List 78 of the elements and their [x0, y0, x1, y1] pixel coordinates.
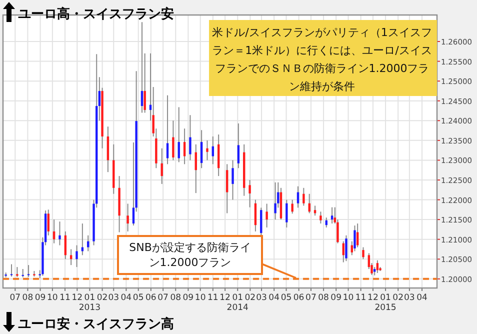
ref-line-label: SNBが設定する防衛ライン1.2000フラン — [129, 241, 251, 269]
x-tick-label: 02 — [244, 293, 256, 303]
candlestick — [296, 186, 300, 208]
candlestick — [189, 114, 192, 161]
x-tick-label: 08 — [22, 293, 34, 303]
x-tick-label: 01 — [232, 293, 244, 303]
x-tick-label: 12 — [220, 293, 230, 303]
x-tick-label: 11 — [60, 293, 70, 303]
x-tick-label: 07 — [10, 293, 21, 303]
candlestick — [356, 223, 359, 248]
x-tick-label: 07 — [306, 293, 316, 303]
candlestick — [345, 234, 348, 262]
x-tick-label: 04 — [416, 293, 428, 303]
candlestick — [64, 230, 67, 260]
candlestick — [58, 221, 61, 246]
candlestick — [160, 148, 163, 184]
candlestick — [248, 179, 251, 208]
x-tick-label: 12 — [368, 293, 378, 303]
candlestick — [291, 199, 294, 214]
candlestick — [200, 130, 203, 169]
x-tick-label: 06 — [145, 293, 156, 303]
candlestick — [302, 187, 305, 206]
text: 2014 — [226, 303, 248, 313]
candlestick — [76, 244, 78, 268]
x-tick-label: 06 — [293, 293, 304, 303]
candlestick — [330, 206, 334, 224]
x-tick-label: 04 — [268, 293, 280, 303]
candlestick — [266, 203, 268, 228]
x-tick-label: 02 — [392, 293, 404, 303]
candlestick — [140, 22, 144, 114]
candlestick — [237, 122, 240, 169]
candlestick — [362, 246, 364, 260]
candlestick — [126, 203, 129, 232]
x-tick-label: 05 — [280, 293, 292, 303]
candlestick — [354, 224, 356, 252]
x-tick-label: 03 — [256, 293, 267, 303]
text: 2015 — [374, 303, 396, 313]
x-tick-label: 03 — [404, 293, 415, 303]
annotation: 米ドル/スイスフランがパリティ（1スイスフラン＝1米ドル）に行くには、ユーロ/スイスフランでのＳＮＢの防衛ライン1.2000フラン維持が条件 — [212, 26, 432, 93]
candlestick — [254, 199, 257, 232]
x-tick-label: 10 — [47, 293, 58, 303]
candlestick — [232, 160, 234, 200]
x-tick-label: 10 — [342, 293, 354, 303]
candlestick — [172, 120, 174, 161]
candlestick — [274, 182, 276, 220]
text: ユーロ安・スイスフラン高 — [18, 316, 174, 332]
x-tick-label: 01 — [84, 293, 96, 303]
candlestick — [166, 94, 169, 165]
candlestick — [81, 223, 84, 256]
x-tick-label: 12 — [72, 293, 83, 303]
candlestick — [106, 126, 110, 173]
x-tick-label: 09 — [34, 293, 46, 303]
candlestick — [286, 199, 288, 228]
annotation: ユーロ高・スイスフラン安 — [18, 6, 174, 22]
x-tick-label: 09 — [330, 293, 342, 303]
candlestick — [217, 134, 220, 177]
candlestick — [206, 140, 208, 161]
x-tick-label: 07 — [158, 293, 168, 303]
candlestick — [70, 248, 72, 266]
x-tick-label: 01 — [380, 293, 391, 303]
x-tick-label: 05 — [132, 293, 144, 303]
x-tick-label: 11 — [207, 293, 218, 303]
x-tick-label: 03 — [108, 293, 120, 303]
x-tick-label: 08 — [318, 293, 329, 303]
text: 2013 — [78, 303, 101, 313]
candlestick — [52, 219, 56, 244]
x-tick-label: 11 — [355, 293, 366, 303]
candlestick — [16, 266, 18, 278]
x-tick-label: 04 — [120, 293, 132, 303]
candlestick — [320, 211, 322, 224]
x-tick-label: 08 — [170, 293, 182, 303]
candlestick — [47, 209, 50, 236]
candlestick — [183, 128, 186, 165]
x-tick-label: 09 — [182, 293, 194, 303]
candlestick — [178, 106, 180, 163]
candlestick — [226, 164, 228, 214]
x-tick-label: 02 — [96, 293, 108, 303]
x-tick-label: 10 — [194, 293, 206, 303]
